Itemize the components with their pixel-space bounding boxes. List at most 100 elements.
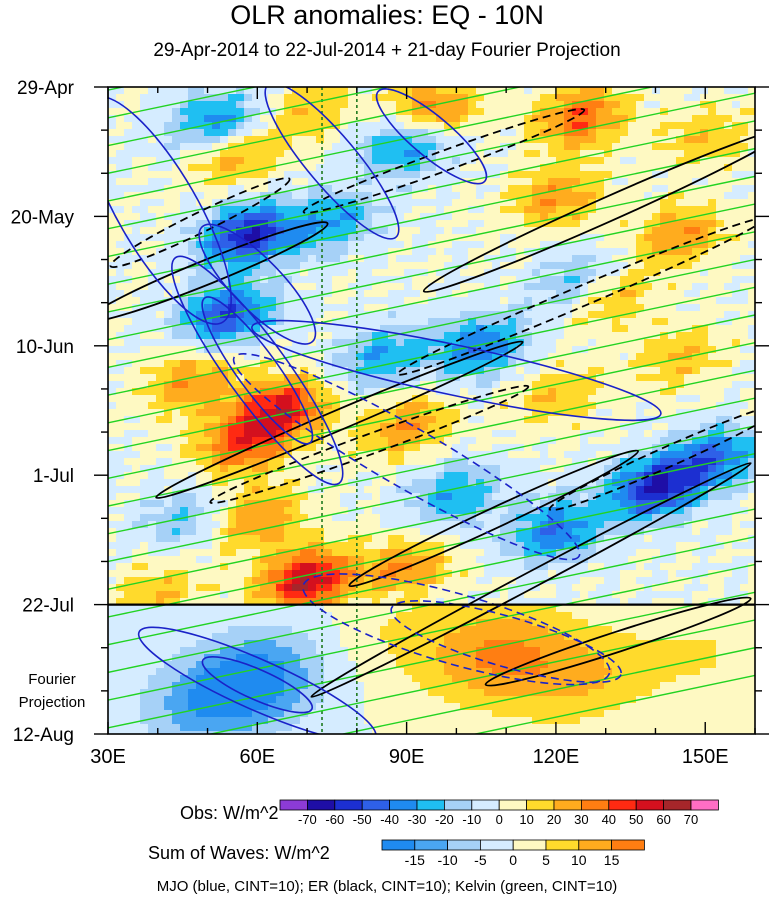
- field-cell: [604, 276, 613, 284]
- field-cell: [588, 395, 597, 403]
- field-cell: [340, 514, 349, 522]
- field-cell: [356, 374, 365, 382]
- field-cell: [484, 409, 493, 417]
- field-cell: [668, 199, 677, 207]
- field-cell: [468, 311, 477, 319]
- field-cell: [732, 213, 741, 221]
- field-cell: [620, 157, 629, 165]
- field-cell: [212, 164, 221, 172]
- field-cell: [700, 213, 709, 221]
- field-cell: [524, 409, 533, 417]
- field-cell: [460, 479, 469, 487]
- field-cell: [436, 101, 445, 109]
- field-cell: [452, 115, 461, 123]
- field-cell: [116, 276, 125, 284]
- field-cell: [596, 171, 605, 179]
- field-cell: [564, 241, 573, 249]
- field-cell: [132, 472, 141, 480]
- field-cell: [604, 227, 613, 235]
- field-cell: [548, 206, 557, 214]
- field-cell: [740, 206, 749, 214]
- field-cell: [540, 367, 549, 375]
- field-cell: [476, 304, 485, 312]
- field-cell: [372, 395, 381, 403]
- field-cell: [116, 367, 125, 375]
- field-cell: [236, 451, 245, 459]
- field-cell: [356, 101, 365, 109]
- field-cell: [444, 430, 453, 438]
- field-cell: [124, 255, 133, 263]
- field-cell: [556, 164, 565, 172]
- field-cell: [364, 178, 373, 186]
- field-cell: [412, 346, 421, 354]
- field-cell: [700, 220, 709, 228]
- field-cell: [180, 409, 189, 417]
- field-cell: [668, 269, 677, 277]
- field-cell: [388, 514, 397, 522]
- field-cell: [228, 178, 237, 186]
- field-cell: [372, 276, 381, 284]
- field-cell: [524, 262, 533, 270]
- field-cell: [628, 423, 637, 431]
- field-cell: [492, 367, 501, 375]
- field-cell: [532, 143, 541, 151]
- field-cell: [476, 115, 485, 123]
- field-cell: [140, 437, 149, 445]
- field-cell: [692, 122, 701, 130]
- field-cell: [516, 283, 525, 291]
- field-cell: [148, 346, 157, 354]
- field-cell: [388, 108, 397, 116]
- field-cell: [372, 507, 381, 515]
- field-cell: [596, 493, 605, 501]
- field-cell: [644, 332, 653, 340]
- field-cell: [380, 276, 389, 284]
- field-cell: [260, 199, 269, 207]
- field-cell: [164, 304, 173, 312]
- field-cell: [580, 360, 589, 368]
- field-cell: [484, 129, 493, 137]
- field-cell: [228, 115, 237, 123]
- field-cell: [308, 115, 317, 123]
- field-cell: [268, 150, 277, 158]
- field-cell: [724, 94, 733, 102]
- field-cell: [572, 171, 581, 179]
- field-cell: [260, 486, 269, 494]
- field-cell: [340, 332, 349, 340]
- field-cell: [428, 325, 437, 333]
- field-cell: [556, 101, 565, 109]
- field-cell: [164, 367, 173, 375]
- field-cell: [220, 129, 229, 137]
- field-cell: [372, 388, 381, 396]
- field-cell: [140, 465, 149, 473]
- field-cell: [252, 192, 261, 200]
- field-cell: [380, 332, 389, 340]
- field-cell: [564, 395, 573, 403]
- field-cell: [596, 290, 605, 298]
- field-cell: [436, 416, 445, 424]
- field-cell: [172, 143, 181, 151]
- field-cell: [348, 493, 357, 501]
- field-cell: [364, 248, 373, 256]
- field-cell: [588, 465, 597, 473]
- field-cell: [492, 486, 501, 494]
- field-cell: [212, 227, 221, 235]
- field-cell: [684, 241, 693, 249]
- field-cell: [508, 269, 517, 277]
- field-cell: [668, 122, 677, 130]
- field-cell: [204, 451, 213, 459]
- field-cell: [244, 171, 253, 179]
- field-cell: [364, 388, 373, 396]
- field-cell: [740, 115, 749, 123]
- field-cell: [572, 255, 581, 263]
- field-cell: [700, 430, 709, 438]
- field-cell: [284, 262, 293, 270]
- field-cell: [660, 171, 669, 179]
- field-cell: [364, 395, 373, 403]
- field-cell: [676, 129, 685, 137]
- field-cell: [196, 493, 205, 501]
- field-cell: [260, 262, 269, 270]
- field-cell: [532, 395, 541, 403]
- field-cell: [644, 283, 653, 291]
- field-cell: [540, 178, 549, 186]
- field-cell: [460, 514, 469, 522]
